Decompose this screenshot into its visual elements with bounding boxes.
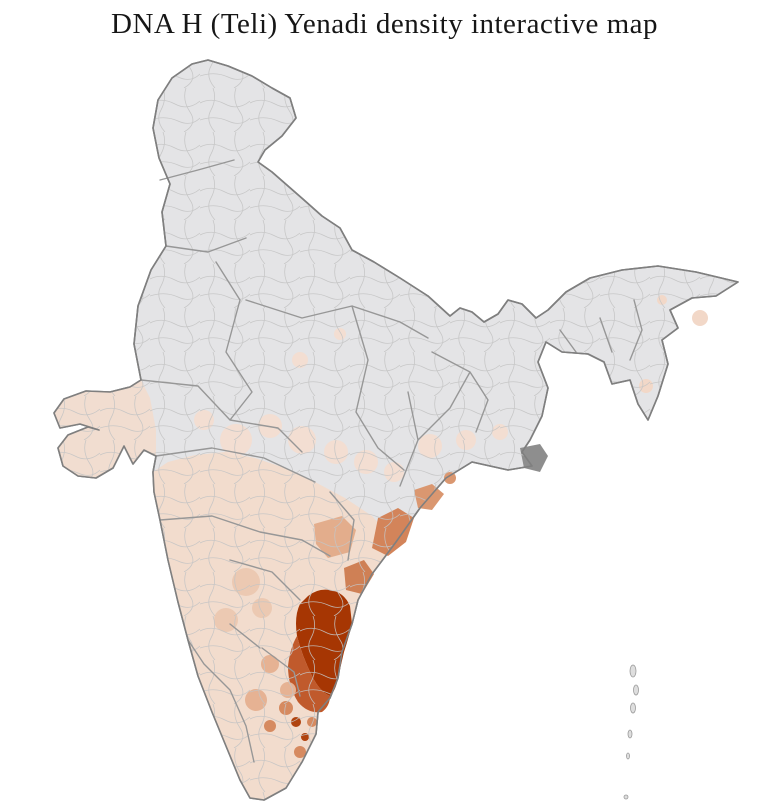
region-andaman-nicobar-islands[interactable] [623, 664, 639, 800]
district-boundaries-mesh [54, 60, 738, 800]
state-borders [140, 159, 643, 763]
india-coastline [53, 59, 739, 801]
page-title: DNA H (Teli) Yenadi density interactive … [111, 8, 658, 40]
